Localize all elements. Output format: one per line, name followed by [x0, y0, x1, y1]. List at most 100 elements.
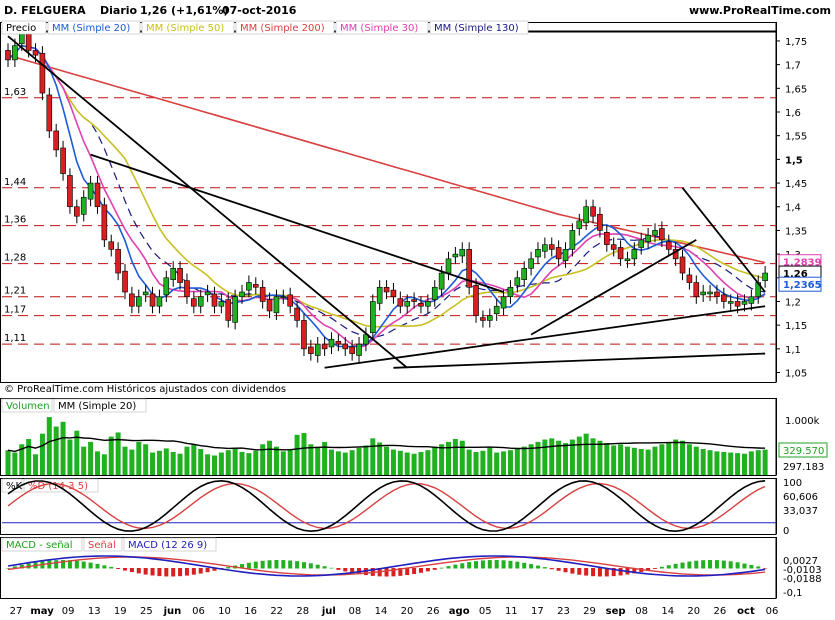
- volume-bar: [535, 441, 541, 475]
- macd-histogram-bar: [136, 568, 141, 574]
- stoch-legend-box: [23, 478, 99, 493]
- level-label: 1,21: [4, 286, 26, 297]
- stoch-k-line: [7, 479, 766, 533]
- candle-body: [211, 293, 218, 307]
- macd-histogram-bar: [604, 568, 609, 577]
- macd-histogram-bar: [728, 561, 733, 569]
- volume-bar: [507, 450, 513, 475]
- volume-bar: [273, 446, 279, 475]
- price-tick-label: 1,65: [785, 84, 807, 95]
- price-tag-label: 1,2365: [783, 280, 822, 291]
- candle-body: [507, 286, 514, 298]
- candle-body: [487, 315, 493, 321]
- volume-bar: [521, 446, 527, 475]
- macd-histogram-bar: [405, 568, 410, 576]
- volume-bar: [39, 433, 45, 475]
- candle-body: [356, 343, 362, 356]
- date-label: 07-oct-2016: [222, 4, 297, 17]
- candle-body: [727, 301, 734, 304]
- candle-body: [438, 272, 445, 290]
- volume-bar: [46, 417, 52, 475]
- level-label: 1,36: [4, 215, 26, 226]
- candle-body: [328, 339, 335, 348]
- candle-body: [5, 50, 11, 61]
- macd-histogram-bar: [123, 568, 128, 571]
- volume-bar: [549, 438, 555, 475]
- volume-bar: [33, 454, 39, 475]
- candle-body: [74, 206, 80, 217]
- volume-bar: [563, 443, 569, 475]
- candle-body: [259, 286, 266, 302]
- x-axis-label: 20: [401, 606, 414, 617]
- volume-bar: [569, 439, 575, 475]
- candle-body: [542, 244, 548, 252]
- volume-bar: [150, 452, 156, 475]
- volume-bar: [301, 433, 307, 475]
- macd-histogram-bar: [178, 568, 183, 577]
- macd-histogram-bar: [198, 568, 203, 574]
- macd-histogram-bar: [157, 568, 162, 577]
- macd-histogram-bar: [288, 560, 293, 569]
- candle-body: [521, 268, 528, 280]
- price-legend-box: [47, 20, 141, 35]
- level-label: 1,28: [4, 253, 26, 264]
- volume-bar: [501, 451, 507, 475]
- price-legend-label: MM (Simple 130): [434, 23, 519, 34]
- candle-body: [390, 289, 397, 298]
- x-axis-label: 14: [375, 606, 388, 617]
- candle-body: [721, 294, 727, 302]
- x-axis-label: 28: [296, 606, 309, 617]
- macd-label: 0,0027: [783, 556, 818, 567]
- ma-20-line: [7, 44, 766, 348]
- price-tag-box: [778, 276, 822, 292]
- candle-body: [679, 256, 686, 274]
- volume-bar: [129, 449, 135, 475]
- volume-bar: [590, 438, 596, 475]
- macd-histogram-bar: [150, 568, 155, 576]
- ma-30-line: [7, 44, 766, 349]
- candle-body: [418, 303, 424, 307]
- macd-histogram-bar: [611, 568, 616, 577]
- price-legend-box: [141, 20, 235, 35]
- volume-bar: [556, 440, 562, 475]
- price-tick-label: 1,7: [785, 61, 801, 72]
- candle-body: [294, 307, 300, 321]
- trend-line: [393, 352, 766, 369]
- candle-body: [638, 239, 645, 248]
- volume-bar: [425, 450, 431, 475]
- candle-body: [652, 230, 658, 236]
- macd-histogram-bar: [721, 560, 726, 569]
- price-tag-label: 1,26: [783, 269, 808, 280]
- macd-histogram-bar: [81, 561, 86, 569]
- macd-histogram-bar: [763, 568, 768, 569]
- macd-histogram-bar: [116, 568, 121, 569]
- volume-bar: [439, 444, 445, 475]
- volume-bar: [542, 439, 548, 475]
- candle-body: [762, 272, 768, 281]
- volume-bar: [246, 453, 252, 475]
- macd-histogram-bar: [542, 567, 547, 569]
- candle-body: [101, 204, 108, 241]
- macd-histogram-bar: [88, 562, 93, 569]
- trend-line: [530, 239, 697, 336]
- price-tick-label: 1,4: [785, 203, 801, 214]
- candle-body: [624, 258, 631, 262]
- price-tick-label: 1,1: [785, 345, 801, 356]
- macd-histogram-bar: [508, 560, 513, 569]
- volume-bar: [260, 444, 266, 475]
- candle-body: [659, 228, 665, 241]
- candle-body: [404, 301, 411, 307]
- macd-histogram-bar: [756, 566, 761, 569]
- candle-body: [94, 182, 101, 208]
- volume-bar: [631, 447, 637, 475]
- macd-histogram-bar: [439, 567, 444, 569]
- volume-bar: [597, 440, 603, 475]
- macd-histogram-bar: [687, 561, 692, 569]
- x-axis-label: 26: [713, 606, 726, 617]
- volume-current-box: [778, 442, 828, 458]
- ticker-label: D. FELGUERA: [4, 4, 86, 17]
- candle-body: [473, 285, 479, 316]
- candle-body: [425, 301, 431, 307]
- volume-bar: [384, 446, 390, 475]
- candle-body: [452, 253, 459, 258]
